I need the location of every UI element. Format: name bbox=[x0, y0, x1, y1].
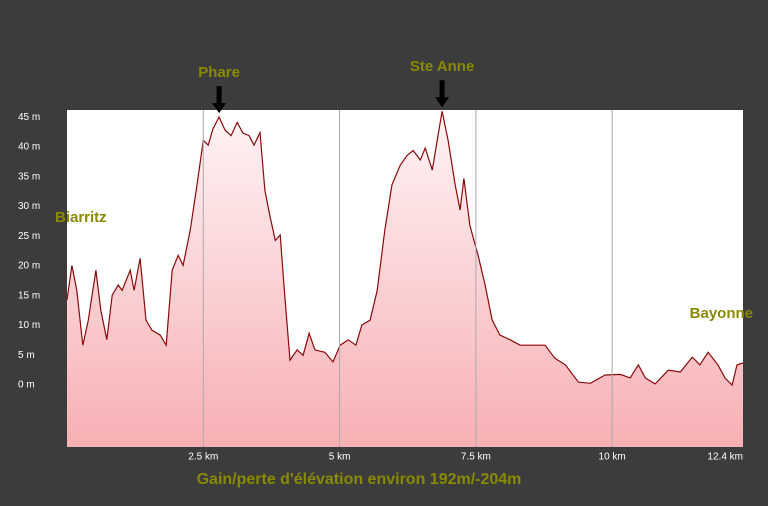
start-label: Biarritz bbox=[55, 209, 107, 226]
y-tick-label: 5 m bbox=[18, 350, 35, 361]
y-tick-label: 20 m bbox=[18, 261, 40, 272]
x-tick-label: 5 km bbox=[329, 452, 351, 463]
y-tick-label: 15 m bbox=[18, 290, 40, 301]
y-tick-label: 30 m bbox=[18, 201, 40, 212]
y-tick-label: 35 m bbox=[18, 171, 40, 182]
line bbox=[66, 111, 744, 387]
annotation: Phare bbox=[198, 64, 240, 81]
y-tick-label: 0 m bbox=[18, 380, 35, 391]
y-tick-label: 40 m bbox=[18, 142, 40, 153]
annotation-arrow bbox=[435, 80, 450, 108]
annotation-arrow bbox=[212, 86, 227, 114]
annotation: Ste Anne bbox=[410, 58, 474, 75]
caption: Gain/perte d'élévation environ 192m/-204… bbox=[197, 471, 522, 488]
y-tick-label: 10 m bbox=[18, 320, 40, 331]
end-label: Bayonne bbox=[690, 305, 753, 322]
x-tick-label: 10 km bbox=[599, 452, 626, 463]
y-tick-label: 25 m bbox=[18, 231, 40, 242]
x-tick-label: 2.5 km bbox=[188, 452, 218, 463]
area bbox=[67, 111, 743, 447]
x-tick-label: 12.4 km bbox=[707, 452, 743, 463]
y-tick-label: 45 m bbox=[18, 112, 40, 123]
x-tick-label: 7.5 km bbox=[461, 452, 491, 463]
